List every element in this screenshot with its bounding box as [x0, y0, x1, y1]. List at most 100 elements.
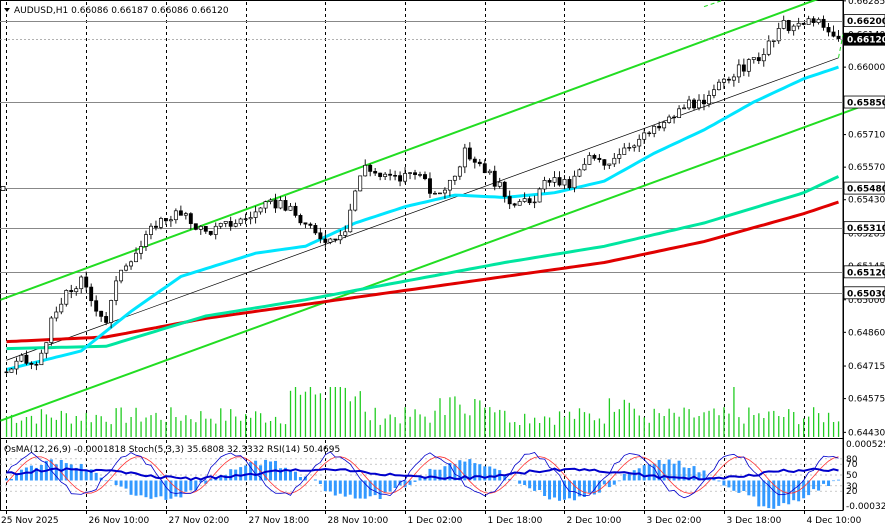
- candle-body: [19, 354, 24, 362]
- candle-body: [79, 276, 84, 290]
- volume-bar: [623, 399, 625, 437]
- volume-bar: [135, 407, 137, 437]
- volume-bar: [115, 408, 117, 437]
- candle-body: [9, 368, 14, 373]
- osma-bar: [747, 480, 751, 496]
- volume-bar: [643, 417, 645, 437]
- osma-bar: [189, 480, 193, 491]
- volume-bar: [200, 411, 202, 437]
- osma-bar: [179, 480, 183, 498]
- candle-body: [612, 157, 617, 165]
- candle-body: [278, 200, 283, 209]
- candle-body: [268, 199, 273, 202]
- volume-bar: [529, 423, 531, 437]
- candle-body: [69, 290, 74, 293]
- volume-bar: [100, 416, 102, 437]
- price-tag-label: 0.65850: [847, 99, 885, 109]
- candle-body: [368, 164, 373, 172]
- candle-body: [39, 352, 44, 366]
- osma-bar: [313, 479, 317, 481]
- volume-bar: [374, 407, 376, 437]
- volume-bar: [354, 396, 356, 437]
- candle-body: [462, 147, 467, 168]
- osma-bar: [692, 466, 696, 481]
- osma-bar: [642, 465, 646, 481]
- candle-body: [129, 261, 133, 267]
- osma-bar: [622, 473, 626, 481]
- volume-bar: [165, 421, 167, 437]
- volume-bar: [548, 417, 551, 437]
- indicator-scale-label: 50: [846, 471, 858, 481]
- osma-bar: [647, 464, 651, 481]
- candle-body: [542, 180, 547, 190]
- price-tag-label: 0.66200: [847, 17, 885, 27]
- candle-body: [692, 99, 696, 109]
- volume-bar: [479, 400, 481, 437]
- candle-body: [308, 223, 313, 226]
- candle-body: [163, 218, 168, 222]
- candle-body: [682, 107, 687, 110]
- osma-bar: [528, 480, 532, 489]
- osma-bar: [553, 480, 557, 498]
- osma-bar: [84, 469, 88, 481]
- price-tag: [843, 32, 885, 46]
- osma-bar: [612, 480, 616, 485]
- candle-body: [811, 18, 816, 23]
- level-handle: [0, 186, 6, 191]
- price-tag-label: 0.65120: [847, 268, 885, 278]
- candle-body: [114, 280, 119, 301]
- osma-bar: [727, 480, 731, 488]
- osma-bar: [418, 475, 422, 481]
- candle-body: [423, 174, 427, 180]
- osma-bar: [802, 480, 806, 499]
- osma-bar: [722, 480, 726, 486]
- volume-bar: [130, 417, 132, 437]
- osma-bar: [353, 480, 357, 499]
- osma-bar: [777, 480, 781, 506]
- volume-bar: [688, 409, 690, 437]
- volume-bar: [514, 422, 516, 437]
- osma-bar: [737, 480, 741, 493]
- osma-bar: [64, 463, 68, 481]
- osma-bar: [503, 474, 507, 481]
- volume-bar: [40, 409, 43, 437]
- candle-body: [751, 57, 756, 60]
- candle-body: [313, 225, 318, 234]
- volume-bar: [683, 407, 685, 437]
- volume-bar: [524, 413, 526, 437]
- osma-bar: [413, 480, 417, 482]
- symbol-dropdown-icon[interactable]: [4, 8, 10, 12]
- osma-bar: [79, 464, 83, 481]
- indicator-panel: [0, 451, 843, 509]
- candle-body: [134, 252, 138, 263]
- volume-bar: [703, 412, 705, 437]
- osma-bar: [293, 471, 297, 481]
- volume-bar: [474, 399, 476, 437]
- volume-bar: [817, 413, 820, 437]
- volume-bar: [668, 408, 670, 437]
- osma-bar: [378, 480, 382, 499]
- candle-body: [592, 155, 597, 159]
- candle-body: [547, 180, 552, 183]
- osma-bar: [772, 480, 776, 509]
- candle-body: [597, 157, 602, 160]
- osma-bar: [822, 480, 826, 484]
- osma-bar: [752, 480, 756, 497]
- time-tick-label: 27 Nov 18:00: [249, 516, 310, 526]
- candle-body: [492, 170, 497, 187]
- osma-bar: [204, 480, 208, 484]
- volume-bar: [603, 423, 606, 437]
- volume-bar: [215, 423, 217, 437]
- volume-bar: [409, 416, 411, 437]
- candle-body: [741, 64, 746, 72]
- candle-body: [288, 205, 293, 211]
- price-tag-label: 0.65480: [847, 185, 885, 195]
- candle-body: [104, 316, 109, 323]
- volume-bar: [414, 409, 416, 437]
- time-tick-label: 25 Nov 2025: [1, 516, 59, 526]
- candle-body: [721, 78, 726, 83]
- candle-body: [338, 235, 343, 241]
- time-tick-label: 1 Dec 02:00: [408, 516, 463, 526]
- volume-bar: [404, 407, 406, 437]
